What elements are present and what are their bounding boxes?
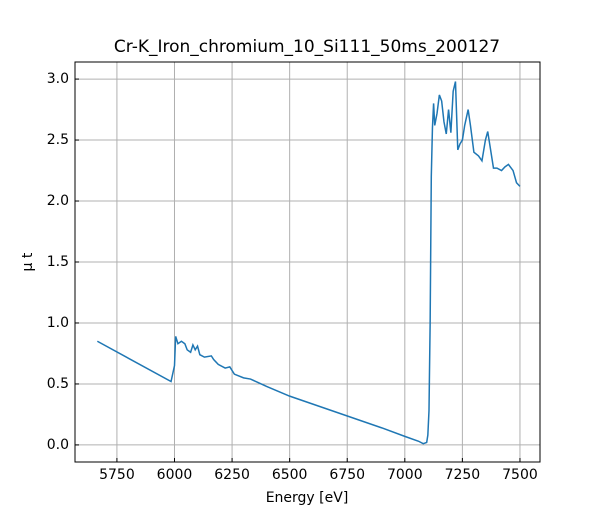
y-tick-label: 3.0 — [47, 71, 69, 87]
chart-title: Cr-K_Iron_chromium_10_Si111_50ms_200127 — [114, 37, 500, 57]
y-tick-label: 2.0 — [47, 193, 69, 209]
x-tick-label: 7000 — [387, 467, 423, 483]
y-tick-label: 1.5 — [47, 254, 69, 270]
x-tick-label: 6000 — [157, 467, 193, 483]
x-axis-label: Energy [eV] — [266, 490, 349, 506]
data-line — [96, 81, 521, 445]
y-tick-label: 0.5 — [47, 376, 69, 392]
x-tick-label: 7500 — [502, 467, 538, 483]
x-tick-label: 6500 — [272, 467, 308, 483]
y-tick-label: 1.0 — [47, 315, 69, 331]
y-tick-label: 0.0 — [47, 437, 69, 453]
y-tick-label: 2.5 — [47, 132, 69, 148]
plot-frame — [74, 61, 541, 463]
x-tick-label: 5750 — [99, 467, 135, 483]
y-axis-label: μ t — [20, 252, 36, 271]
x-tick-label: 6250 — [214, 467, 250, 483]
x-tick-label: 6750 — [329, 467, 365, 483]
x-tick-label: 7250 — [445, 467, 481, 483]
